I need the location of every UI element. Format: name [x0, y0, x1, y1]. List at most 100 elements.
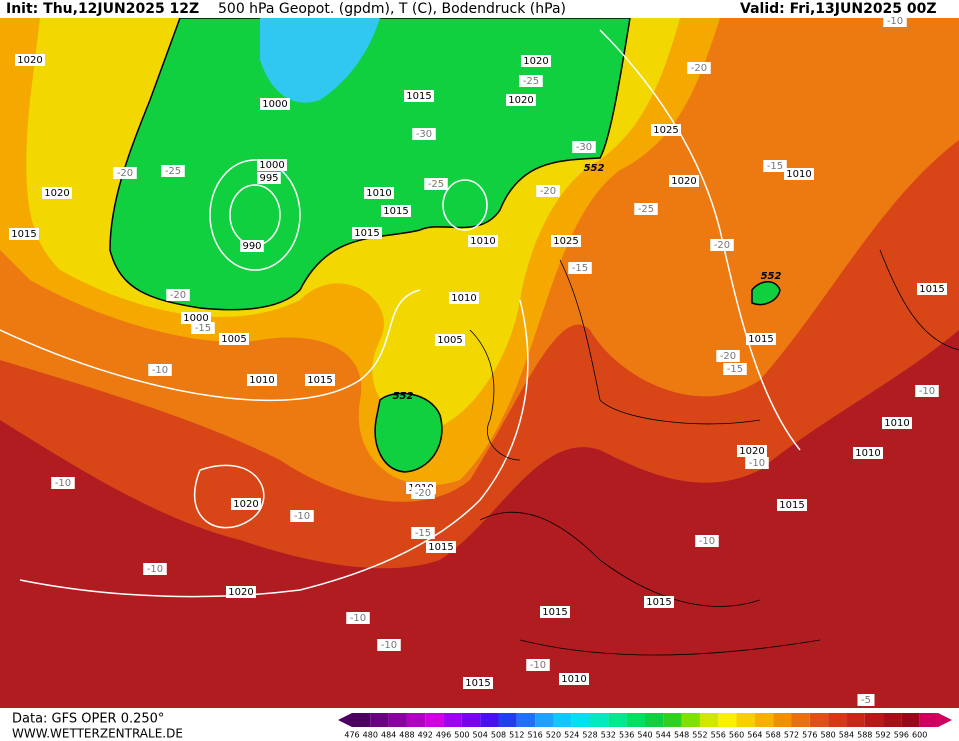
scale-cell	[864, 713, 884, 727]
scale-cell	[773, 713, 792, 727]
label-box	[449, 292, 479, 304]
coastlines	[469, 249, 959, 656]
isobar-label: 1020	[523, 56, 548, 67]
scale-label: 552	[692, 731, 707, 740]
label-box	[148, 364, 172, 376]
scale-cell	[809, 713, 829, 727]
isobar-label: 1020	[233, 499, 258, 510]
label-box	[15, 54, 45, 66]
isobar-label: 1015	[779, 500, 804, 511]
scale-cell	[480, 713, 499, 727]
isobar-label: 1010	[451, 293, 476, 304]
scale-label: 584	[839, 731, 854, 740]
scale-label: 512	[509, 731, 524, 740]
isotherm-label: -20	[720, 351, 736, 362]
label-box	[463, 677, 493, 689]
isotherm-label: -15	[572, 263, 588, 274]
label-box	[551, 235, 581, 247]
isotherm-label: -30	[576, 142, 592, 153]
label-box	[260, 98, 290, 110]
header-bg	[0, 0, 959, 18]
label-box	[468, 235, 498, 247]
scale-label: 596	[894, 731, 909, 740]
isobar-label: 1015	[11, 229, 36, 240]
scale-label: 476	[344, 731, 359, 740]
label-box	[411, 487, 435, 499]
scale-label: 488	[399, 731, 414, 740]
label-box	[559, 673, 589, 685]
scale-label: 576	[802, 731, 817, 740]
label-box	[883, 15, 907, 27]
isotherm-label: -20	[170, 290, 186, 301]
isotherm-label: -20	[117, 168, 133, 179]
label-box	[411, 527, 435, 539]
scale-label: 568	[766, 731, 781, 740]
label-box	[42, 187, 72, 199]
label-box	[257, 159, 287, 171]
isobar	[193, 464, 265, 529]
website: WWW.WETTERZENTRALE.DE	[12, 727, 183, 741]
scale-cell	[553, 713, 572, 727]
isotherm-label: -5	[861, 695, 871, 706]
isotherm-label: -20	[691, 63, 707, 74]
label-box	[917, 283, 947, 295]
data-source: Data: GFS OPER 0.250°	[12, 712, 164, 727]
isotherm-label: -20	[714, 240, 730, 251]
isotherm-label: -15	[767, 161, 783, 172]
scale-label: 480	[363, 731, 378, 740]
isobar-label: 1010	[470, 236, 495, 247]
scale-cell	[406, 713, 426, 727]
label-box	[746, 333, 776, 345]
label-box	[857, 694, 875, 706]
isobar-label: 1010	[366, 188, 391, 199]
isobar-label: 1020	[671, 176, 696, 187]
scale-cell	[681, 713, 700, 727]
isotherm-label: -10	[381, 640, 397, 651]
label-box	[364, 187, 394, 199]
label-box	[521, 55, 551, 67]
map-title: 500 hPa Geopot. (gpdm), T (C), Bodendruc…	[218, 1, 566, 17]
scale-cell	[370, 713, 389, 727]
label-box	[113, 167, 137, 179]
scale-cell	[443, 713, 462, 727]
scale-label: 516	[527, 731, 542, 740]
scale-label: 588	[857, 731, 872, 740]
isobar-label: 1010	[884, 418, 909, 429]
scale-cell	[883, 713, 902, 727]
color-scale: 476 480 484 488 492 496 500 504 508 512 516 520 524 5…	[338, 713, 952, 740]
scale-cell	[736, 713, 755, 727]
isobar-label: 1015	[646, 597, 671, 608]
isotherm-label: -10	[749, 458, 765, 469]
label-box	[745, 457, 769, 469]
label-box	[381, 205, 411, 217]
label-box	[763, 160, 787, 172]
scale-cell	[425, 713, 444, 727]
label-box	[687, 62, 711, 74]
geopotential-label: 552	[761, 271, 782, 282]
scale-label: 556	[711, 731, 726, 740]
isotherm-label: -10	[55, 478, 71, 489]
isobar	[19, 299, 529, 598]
scale-label: 524	[564, 731, 579, 740]
scale-label: 580	[820, 731, 835, 740]
geopotential-label: 552	[393, 391, 414, 402]
isobar-label: 1020	[508, 95, 533, 106]
isobar-label: 1000	[183, 313, 208, 324]
isobar-label: 1015	[919, 284, 944, 295]
scale-cell	[699, 713, 719, 727]
label-box	[290, 510, 314, 522]
scale-cell	[571, 713, 591, 727]
isotherm-label: -10	[350, 613, 366, 624]
scale-label: 520	[546, 731, 561, 740]
scale-label: 544	[656, 731, 671, 740]
scale-cell	[352, 713, 371, 727]
label-box	[777, 499, 807, 511]
scale-cell	[461, 713, 481, 727]
scale-cell	[388, 713, 407, 727]
label-box	[240, 240, 264, 252]
label-box	[915, 385, 939, 397]
isotherm-label: -20	[540, 186, 556, 197]
label-box	[853, 447, 883, 459]
